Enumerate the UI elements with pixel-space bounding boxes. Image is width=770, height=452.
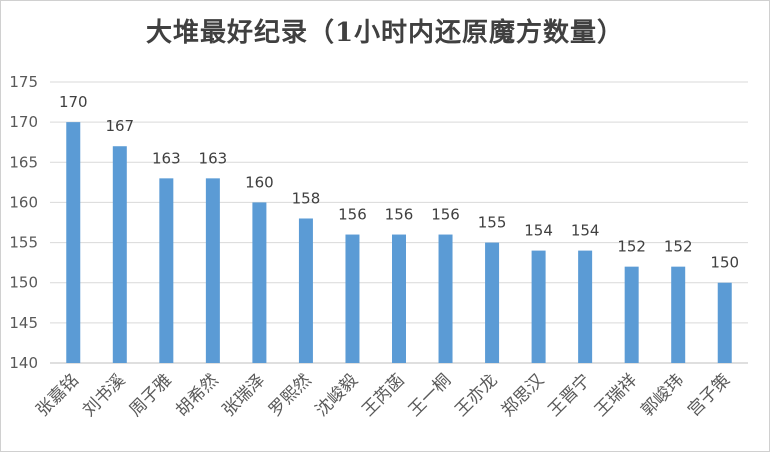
chart-title: 大堆最好纪录（1小时内还原魔方数量） <box>145 18 625 48</box>
bar <box>392 234 406 363</box>
data-label: 170 <box>59 93 88 111</box>
data-label: 156 <box>338 206 367 224</box>
x-tick-label: 郭峻玮 <box>638 370 688 420</box>
bar <box>159 178 174 363</box>
x-tick-label: 王瑞祥 <box>591 370 641 420</box>
x-tick-label: 王晋宁 <box>544 370 594 420</box>
bar <box>345 234 360 363</box>
x-tick-label: 宫子策 <box>684 370 734 420</box>
x-tick-label: 胡希然 <box>172 370 222 420</box>
x-tick-label: 罗熙然 <box>265 370 315 420</box>
bar <box>66 122 81 364</box>
bar <box>717 282 732 363</box>
x-tick-label: 张嘉铭 <box>33 370 83 420</box>
x-tick-label: 张瑞泽 <box>219 370 269 420</box>
bar <box>578 250 593 363</box>
bar <box>252 202 267 363</box>
bar <box>671 266 686 363</box>
data-labels: 170 167 163 163 160 158 156 156 156 155 154 154 152 1… <box>59 93 739 272</box>
y-tick-labels: 140 145 150 155 160 165 170 175 <box>9 73 38 372</box>
y-tick-label: 160 <box>9 193 38 211</box>
data-label: 156 <box>431 206 460 224</box>
y-tick-label: 145 <box>9 314 38 332</box>
y-tick-label: 170 <box>9 113 38 131</box>
x-tick-label: 王亦龙 <box>451 370 501 420</box>
x-tick-label: 刘书溪 <box>79 370 129 420</box>
bar <box>485 242 500 363</box>
data-label: 154 <box>524 222 553 240</box>
x-tick-label: 周子雅 <box>126 370 176 420</box>
data-label: 167 <box>105 117 134 135</box>
bar <box>112 146 127 363</box>
data-label: 160 <box>245 173 274 191</box>
data-label: 152 <box>664 238 693 256</box>
data-label: 163 <box>152 149 181 167</box>
data-label: 152 <box>617 238 646 256</box>
x-tick-label: 沈峻毅 <box>312 370 362 420</box>
y-tick-label: 150 <box>9 274 38 292</box>
bar <box>205 178 220 363</box>
bar <box>531 250 546 363</box>
bar <box>438 234 453 363</box>
data-label: 150 <box>710 254 739 272</box>
data-label: 154 <box>571 222 600 240</box>
data-label: 158 <box>292 189 321 207</box>
x-tick-label: 王一桐 <box>405 370 455 420</box>
bar <box>298 218 313 363</box>
y-tick-label: 165 <box>9 153 38 171</box>
x-tick-label: 王芮菡 <box>358 370 408 420</box>
bar <box>624 266 639 363</box>
y-tick-label: 155 <box>9 234 38 252</box>
bars <box>66 122 732 364</box>
x-tick-label: 郑思汉 <box>498 370 548 420</box>
y-tick-label: 140 <box>9 354 38 372</box>
data-label: 155 <box>478 214 507 232</box>
data-label: 163 <box>199 149 228 167</box>
x-tick-labels: 张嘉铭刘书溪周子雅胡希然张瑞泽罗熙然沈峻毅王芮菡王一桐王亦龙郑思汉王晋宁王瑞祥郭… <box>33 370 735 420</box>
data-label: 156 <box>385 206 414 224</box>
y-tick-label: 175 <box>9 73 38 91</box>
